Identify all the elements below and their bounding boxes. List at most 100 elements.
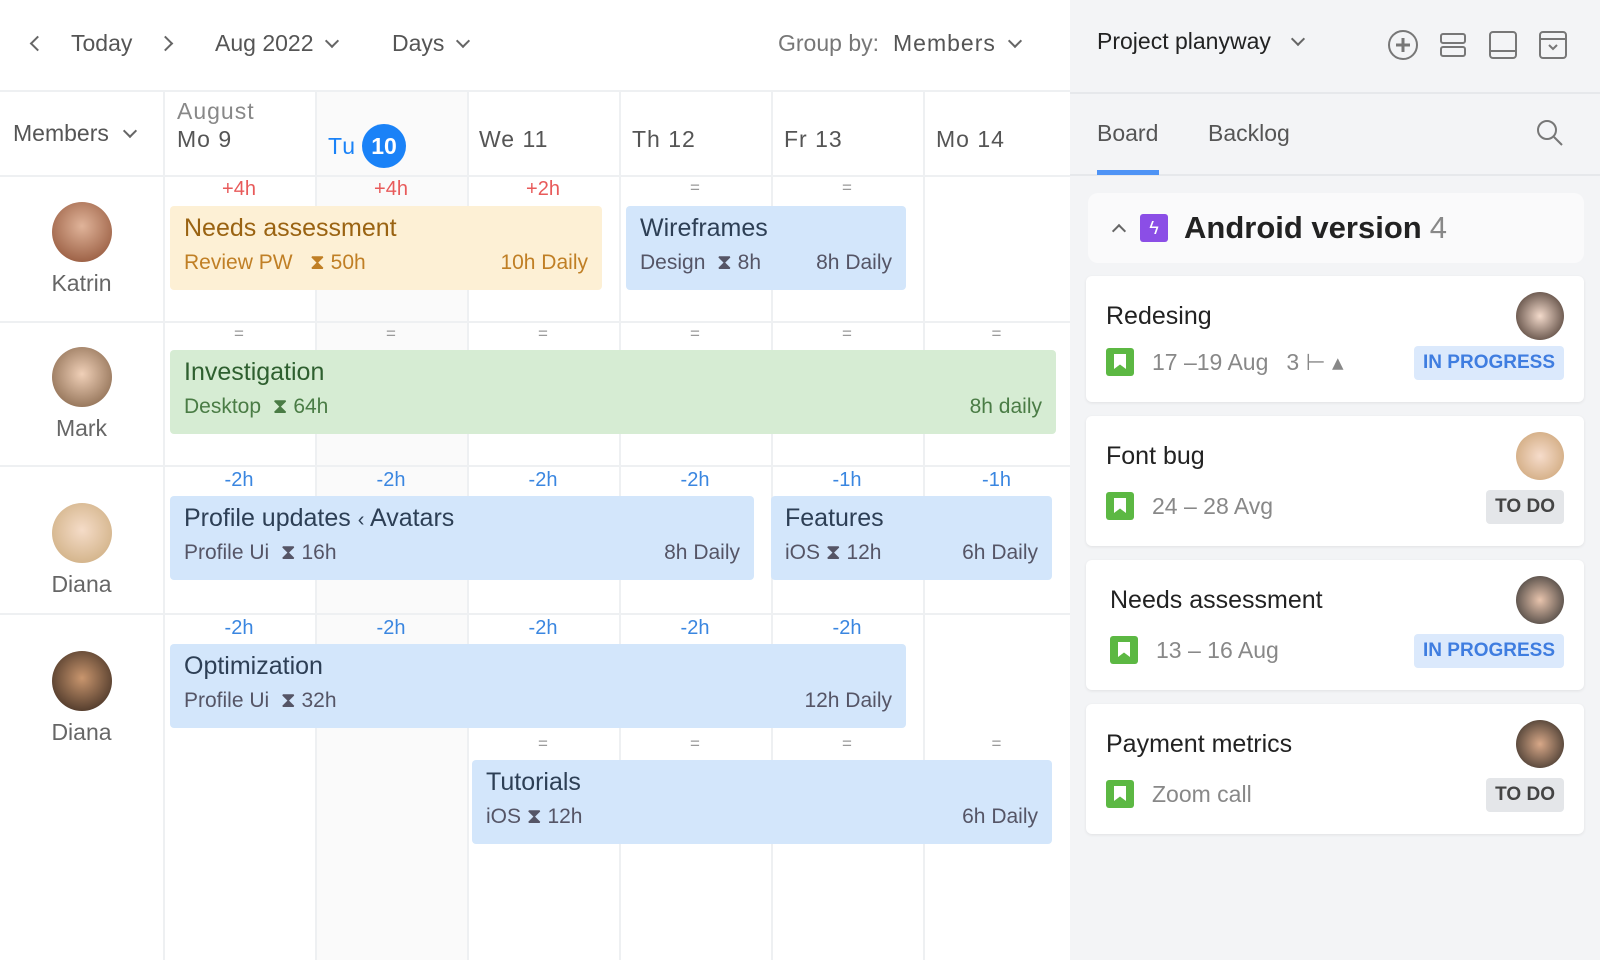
task-card[interactable]: Payment metrics Zoom call TO DO	[1086, 704, 1584, 834]
status-badge[interactable]: IN PROGRESS	[1414, 346, 1564, 380]
member-mark[interactable]: Mark	[0, 347, 163, 442]
capacity-delta: -1h	[982, 469, 1011, 491]
bookmark-icon	[1106, 780, 1134, 808]
member-name: Katrin	[51, 270, 112, 296]
card-title: Font bug	[1106, 442, 1205, 470]
lightning-icon: ϟ	[1140, 214, 1168, 242]
capacity-delta: =	[842, 324, 852, 343]
task-bar[interactable]: Investigation Desktop ⧗ 64h 8h daily	[170, 350, 1056, 434]
member-diana[interactable]: Diana	[0, 503, 163, 598]
hourglass-icon: ⧗	[717, 251, 732, 274]
group-count: 4	[1429, 210, 1447, 245]
task-bar[interactable]: Features iOS ⧗ 12h 6h Daily	[771, 496, 1052, 580]
chevron-up-icon[interactable]	[1111, 223, 1127, 239]
task-card[interactable]: Redesing 17 –19 Aug 3 ⊢ ▴ IN PROGRESS	[1086, 276, 1584, 402]
search-icon[interactable]	[1535, 118, 1565, 148]
card-dates: 13 – 16 Aug	[1156, 636, 1279, 663]
panel-layout-icon[interactable]	[1487, 29, 1519, 61]
today-button[interactable]: Today	[71, 30, 133, 56]
group-by-select[interactable]: Group by: Members	[778, 30, 1022, 57]
date-nav: Today	[29, 30, 174, 57]
task-bar[interactable]: Optimization Profile Ui ⧗ 32h 12h Daily	[170, 644, 906, 728]
day-name: Th	[632, 126, 661, 152]
day-number: 11	[522, 126, 549, 152]
task-project: Desktop	[184, 395, 262, 418]
divider	[0, 465, 1070, 467]
task-title: Optimization	[184, 652, 323, 680]
card-title: Needs assessment	[1110, 586, 1323, 614]
task-card[interactable]: Font bug 24 – 28 Avg TO DO	[1086, 416, 1584, 546]
task-daily: 6h Daily	[962, 541, 1038, 564]
status-badge[interactable]: IN PROGRESS	[1414, 634, 1564, 668]
avatar	[1516, 432, 1564, 480]
bookmark-icon	[1106, 348, 1134, 376]
day-name: Tu	[328, 132, 356, 159]
divider	[0, 321, 1070, 323]
chevron-down-icon	[122, 123, 137, 138]
day-name: Mo	[177, 126, 211, 152]
avatar	[1516, 720, 1564, 768]
members-dropdown[interactable]: Members	[13, 120, 137, 147]
capacity-delta: =	[690, 734, 700, 753]
capacity-delta: -2h	[680, 469, 710, 491]
avatar	[51, 347, 112, 407]
capacity-delta: =	[234, 324, 244, 343]
group-title: Android version	[1184, 210, 1422, 245]
task-bar[interactable]: Wireframes Design ⧗ 8h 8h Daily	[626, 206, 906, 290]
day-header[interactable]: Th 12	[632, 126, 696, 153]
month-select[interactable]: Aug 2022	[215, 30, 340, 57]
task-project: iOS	[785, 541, 821, 564]
task-title: Wireframes	[640, 214, 768, 242]
members-header: Members	[13, 120, 109, 146]
task-estimate: 32h	[301, 689, 337, 712]
collapse-icon[interactable]	[1537, 29, 1569, 61]
member-name: Mark	[55, 415, 108, 441]
status-badge[interactable]: TO DO	[1486, 490, 1564, 524]
capacity-delta: -2h	[680, 617, 710, 639]
view-select[interactable]: Days	[392, 30, 471, 57]
divider	[163, 92, 165, 960]
calendar-toolbar: Today Aug 2022 Days Group by: Members	[0, 0, 1070, 92]
capacity-delta: -2h	[224, 469, 254, 491]
tab-backlog[interactable]: Backlog	[1208, 120, 1290, 146]
task-card[interactable]: Needs assessment 13 – 16 Aug IN PROGRESS	[1086, 560, 1584, 690]
day-header[interactable]: Mo 14	[936, 126, 1005, 153]
task-daily: 8h daily	[969, 395, 1042, 418]
task-daily: 6h Daily	[962, 805, 1038, 828]
day-header[interactable]: Fr 13	[784, 126, 843, 153]
subtask-count: 3	[1286, 348, 1300, 375]
member-katrin[interactable]: Katrin	[0, 202, 163, 297]
group-header[interactable]: ϟ Android version 4	[1088, 193, 1584, 263]
prev-icon[interactable]	[29, 35, 46, 52]
day-header[interactable]: We 11	[479, 126, 548, 153]
task-bar[interactable]: Profile updates ‹ Avatars Profile Ui ⧗ 16…	[170, 496, 754, 580]
project-select[interactable]: Project planyway	[1097, 28, 1305, 55]
hourglass-icon: ⧗	[825, 541, 841, 564]
hourglass-icon: ⧗	[272, 395, 288, 418]
tab-board[interactable]: Board	[1097, 120, 1159, 146]
view-label: Days	[392, 30, 445, 56]
task-estimate: 16h	[301, 541, 337, 564]
card-title: Redesing	[1106, 302, 1212, 330]
status-badge[interactable]: TO DO	[1486, 778, 1564, 812]
task-bar[interactable]: Needs assessment Review PW ⧗ 50h 10h Daily	[170, 206, 602, 290]
divider	[1070, 174, 1600, 176]
task-title: Needs assessment	[184, 214, 397, 242]
day-header-today[interactable]: Tu 10	[328, 124, 406, 168]
day-name: Mo	[936, 126, 970, 152]
day-name: Fr	[784, 126, 808, 152]
divider	[1070, 92, 1600, 94]
task-daily: 12h Daily	[804, 689, 892, 712]
capacity-delta: -2h	[376, 617, 406, 639]
add-icon[interactable]	[1387, 29, 1419, 61]
avatar	[1516, 292, 1564, 340]
next-icon[interactable]	[158, 35, 174, 52]
member-diana-2[interactable]: Diana	[0, 651, 163, 746]
hourglass-icon: ⧗	[310, 251, 325, 274]
project-name: Project planyway	[1097, 28, 1271, 54]
rows-layout-icon[interactable]	[1437, 29, 1469, 61]
task-bar[interactable]: Tutorials iOS ⧗ 12h 6h Daily	[472, 760, 1052, 844]
day-header[interactable]: Mo 9	[177, 126, 232, 153]
avatar	[51, 503, 112, 563]
divider	[0, 175, 1070, 177]
